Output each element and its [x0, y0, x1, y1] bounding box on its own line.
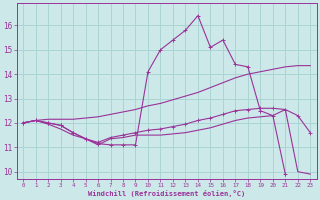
- X-axis label: Windchill (Refroidissement éolien,°C): Windchill (Refroidissement éolien,°C): [88, 190, 245, 197]
